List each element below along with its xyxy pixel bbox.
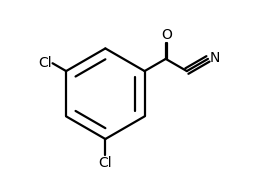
Text: Cl: Cl bbox=[38, 56, 52, 70]
Text: O: O bbox=[161, 28, 172, 42]
Text: Cl: Cl bbox=[99, 156, 112, 170]
Text: N: N bbox=[210, 51, 220, 65]
